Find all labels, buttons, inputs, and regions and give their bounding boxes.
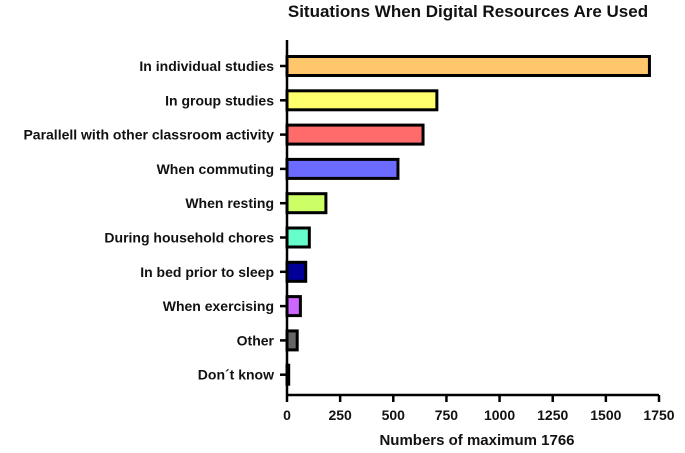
x-tick-label: 250 xyxy=(328,407,352,423)
bar xyxy=(285,329,299,352)
x-tick-label: 750 xyxy=(435,407,459,423)
category-label: When resting xyxy=(185,195,274,211)
category-label: Parallell with other classroom activity xyxy=(23,127,274,143)
bar xyxy=(285,226,311,249)
x-tick-label: 500 xyxy=(382,407,406,423)
bar xyxy=(285,192,328,215)
x-tick-label: 1750 xyxy=(643,407,674,423)
category-label: During household chores xyxy=(104,230,274,246)
category-label: In individual studies xyxy=(139,58,274,74)
category-label: When exercising xyxy=(163,298,274,314)
x-tick-label: 0 xyxy=(283,407,291,423)
x-tick-label: 1000 xyxy=(484,407,515,423)
bar xyxy=(285,123,425,146)
category-label: Don´t know xyxy=(198,367,274,383)
category-label: In bed prior to sleep xyxy=(140,264,274,280)
chart-title: Situations When Digital Resources Are Us… xyxy=(288,2,648,21)
bar xyxy=(285,295,302,318)
bar xyxy=(285,157,400,180)
bar xyxy=(285,260,308,283)
bar xyxy=(285,55,651,77)
category-label: In group studies xyxy=(165,92,274,108)
category-label: When commuting xyxy=(157,161,274,177)
x-tick-label: 1250 xyxy=(537,407,568,423)
x-axis-label: Numbers of maximum 1766 xyxy=(379,432,574,449)
x-tick-label: 1500 xyxy=(590,407,621,423)
category-label: Other xyxy=(237,332,275,348)
bar xyxy=(285,89,439,112)
